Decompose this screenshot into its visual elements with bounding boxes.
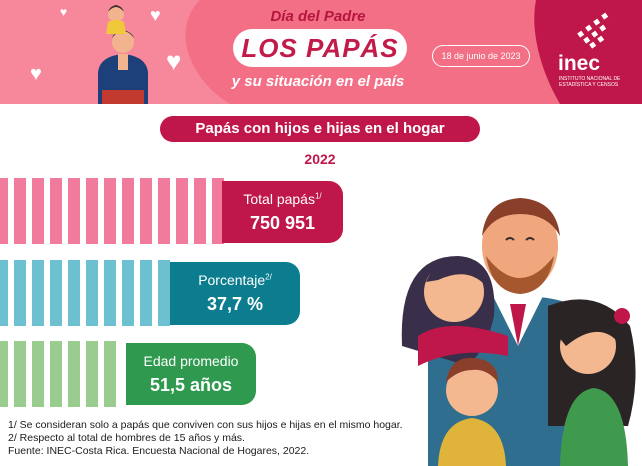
stripe-bar — [0, 178, 8, 244]
footnote-1: 1/ Se consideran solo a papás que conviv… — [8, 419, 403, 431]
stat-porcentaje: Porcentaje2/ 37,7 % — [170, 262, 300, 325]
stripe-bar — [86, 178, 98, 244]
stat-footnote-ref: 1/ — [314, 191, 322, 201]
stripe-bar — [14, 178, 26, 244]
banner-wave — [0, 0, 642, 104]
heart-icon: ♥ — [30, 63, 42, 85]
footnotes: 1/ Se consideran solo a papás que conviv… — [8, 419, 408, 458]
inec-logo-icon — [577, 12, 609, 49]
stripe-bar — [50, 178, 62, 244]
inec-logo-subtitle: INSTITUTO NACIONAL DE ESTADÍSTICA Y CENS… — [559, 76, 621, 88]
stripe-bar — [68, 260, 80, 326]
stat-total-papas: Total papás1/ 750 951 — [222, 181, 343, 243]
stripe-bar — [0, 260, 8, 326]
section-title: Papás con hijos e hijas en el hogar — [160, 116, 480, 142]
stripe-bar — [50, 260, 62, 326]
stripe-decoration — [0, 178, 224, 407]
footnote-2: 2/ Respecto al total de hombres de 15 añ… — [8, 432, 245, 444]
stripe-bar — [104, 178, 116, 244]
stat-value: 750 951 — [249, 213, 316, 233]
stripe-bar — [0, 341, 8, 407]
stripe-bar — [140, 260, 152, 326]
stripe-bar — [176, 178, 188, 244]
stripe-bar — [32, 260, 44, 326]
stripe-bar — [68, 178, 80, 244]
stat-value: 51,5 años — [149, 375, 233, 395]
stripe-bar — [194, 178, 206, 244]
year-label: 2022 — [304, 151, 336, 167]
stripe-bar — [32, 178, 44, 244]
stripe-bar — [104, 341, 116, 407]
stripe-bar — [122, 178, 134, 244]
heart-icon: ♥ — [150, 5, 161, 25]
stat-label: Total papás — [243, 191, 315, 207]
source-note: Fuente: INEC-Costa Rica. Encuesta Nacion… — [8, 445, 310, 457]
stripe-bar — [140, 178, 152, 244]
stripe-bar — [50, 341, 62, 407]
stripe-bar — [86, 260, 98, 326]
inec-logo-text: inec — [558, 52, 601, 75]
stripe-bar — [32, 341, 44, 407]
stripe-bar — [158, 178, 170, 244]
father-child-illustration — [98, 5, 148, 104]
stat-value: 37,7 % — [206, 294, 264, 314]
heart-icon: ♥ — [60, 5, 68, 19]
date-badge: 18 de junio de 2023 — [432, 45, 530, 67]
heart-icon: ♥ — [166, 46, 182, 76]
stripe-bar — [122, 260, 134, 326]
stat-label: Edad promedio — [143, 353, 239, 369]
banner-title: LOS PAPÁS — [233, 29, 407, 67]
banner-subtitle: y su situación en el país — [231, 73, 405, 90]
stat-footnote-ref: 2/ — [265, 272, 272, 282]
banner-kicker: Día del Padre — [270, 8, 366, 25]
family-illustration — [401, 198, 636, 466]
stripe-bar — [68, 341, 80, 407]
stripe-bar — [158, 260, 170, 326]
stripe-bar — [14, 341, 26, 407]
stripe-bar — [86, 341, 98, 407]
header-banner: ♥ ♥ ♥ ♥ Día del Padre LOS PAPÁS y su sit… — [0, 0, 642, 104]
stripe-bar — [14, 260, 26, 326]
stripe-bar — [212, 178, 224, 244]
stripe-bar — [104, 260, 116, 326]
stat-label: Porcentaje — [198, 272, 266, 288]
stat-edad-promedio: Edad promedio 51,5 años — [126, 343, 256, 405]
